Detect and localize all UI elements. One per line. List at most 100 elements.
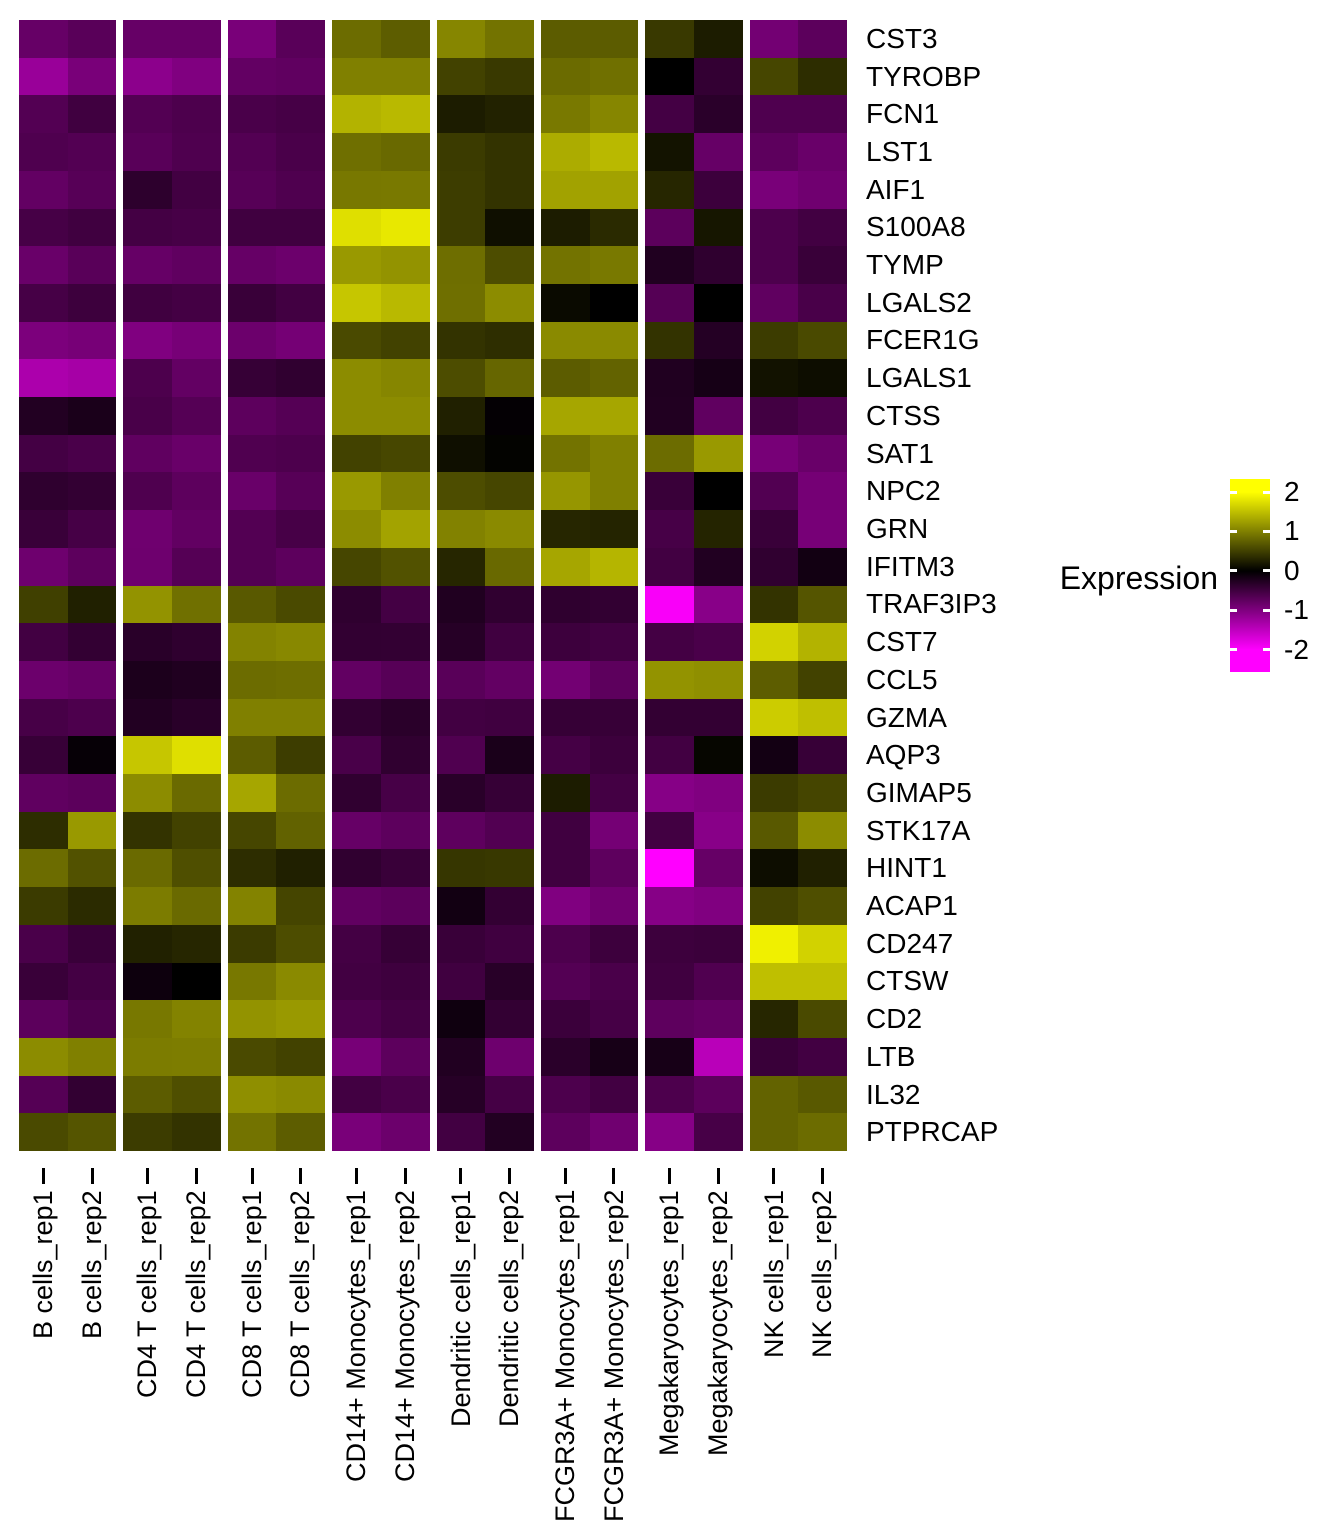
heatmap-cell xyxy=(123,246,173,284)
axis-tick-mark xyxy=(821,1168,825,1184)
heatmap-cell xyxy=(693,434,743,473)
heatmap-cell xyxy=(380,510,430,548)
heatmap-cell xyxy=(67,95,117,134)
heatmap-cell xyxy=(123,472,173,511)
heatmap-cell xyxy=(485,510,534,548)
heatmap-cell xyxy=(172,924,221,963)
heatmap-cell xyxy=(693,962,743,1001)
heatmap-cell xyxy=(332,510,381,548)
heatmap-cell xyxy=(485,1037,534,1076)
heatmap-cell xyxy=(798,57,847,96)
gene-label: CD247 xyxy=(866,927,954,959)
heatmap-cell xyxy=(436,1000,486,1038)
heatmap-cell xyxy=(645,283,694,322)
x-label-group: CD4 T cells_rep1 CD4 T cells_rep2 xyxy=(123,1190,220,1530)
heatmap-cell xyxy=(693,736,743,774)
heatmap-cell xyxy=(123,95,173,134)
axis-tick-mark xyxy=(563,1168,567,1184)
heatmap-cell xyxy=(645,208,694,247)
heatmap-cell xyxy=(332,472,381,511)
heatmap-cell xyxy=(380,57,430,96)
heatmap-cell xyxy=(123,660,173,699)
heatmap-cell xyxy=(436,1113,486,1151)
heatmap-cell xyxy=(19,698,68,737)
heatmap-cell xyxy=(172,849,221,888)
heatmap-cell xyxy=(67,434,117,473)
heatmap-cell xyxy=(693,472,743,511)
heatmap-column-group xyxy=(123,20,221,1151)
heatmap-cell xyxy=(749,924,799,963)
heatmap-cell xyxy=(436,1075,486,1114)
column-label: NK cells_rep1 xyxy=(758,1190,789,1359)
gene-label: CCL5 xyxy=(866,663,938,695)
heatmap-cell xyxy=(485,623,534,661)
x-tick-slot xyxy=(68,1168,117,1184)
heatmap-cell xyxy=(589,547,639,586)
axis-tick-mark xyxy=(194,1168,198,1184)
heatmap-cell xyxy=(332,811,381,850)
heatmap-cell xyxy=(485,321,534,360)
heatmap-cell xyxy=(67,283,117,322)
heatmap-cell xyxy=(380,698,430,737)
heatmap-cell xyxy=(589,57,639,96)
heatmap-cell xyxy=(380,208,430,247)
colorbar-tick-mark xyxy=(1230,529,1237,533)
gene-label: STK17A xyxy=(866,814,971,846)
heatmap-cell xyxy=(276,736,326,774)
heatmap-cell xyxy=(276,774,326,812)
heatmap-cell xyxy=(589,1075,639,1114)
heatmap-cell xyxy=(436,585,486,624)
heatmap-cell xyxy=(749,585,799,624)
heatmap-cell xyxy=(123,321,173,360)
heatmap-cell xyxy=(332,95,381,134)
heatmap-cell xyxy=(172,20,221,58)
gene-label: CD2 xyxy=(866,1003,923,1035)
gene-label: CTSS xyxy=(866,399,941,431)
heatmap-cell xyxy=(172,1000,221,1038)
heatmap-cell xyxy=(436,359,486,397)
heatmap-cell xyxy=(589,1000,639,1038)
heatmap-cell xyxy=(67,246,117,284)
heatmap-cell xyxy=(172,547,221,586)
x-label-group: CD8 T cells_rep1 CD8 T cells_rep2 xyxy=(228,1190,325,1530)
heatmap-cell xyxy=(798,623,847,661)
gene-label: IL32 xyxy=(866,1078,921,1110)
heatmap-cell xyxy=(172,170,221,209)
heatmap-cell xyxy=(123,736,173,774)
heatmap-cell xyxy=(276,321,326,360)
heatmap-cell xyxy=(67,1075,117,1114)
heatmap-column-group xyxy=(540,20,639,1151)
heatmap-cell xyxy=(798,397,847,435)
heatmap-cell xyxy=(798,736,847,774)
heatmap-cell xyxy=(332,1113,381,1151)
x-tick-slot xyxy=(19,1168,68,1184)
x-tick-slot xyxy=(645,1168,694,1184)
heatmap-cell xyxy=(436,811,486,850)
heatmap-cell xyxy=(67,1000,117,1038)
heatmap-cell xyxy=(798,133,847,171)
heatmap-cell xyxy=(172,1113,221,1151)
axis-tick-mark xyxy=(90,1168,94,1184)
heatmap-cell xyxy=(540,246,590,284)
heatmap-cell xyxy=(19,660,68,699)
colorbar-tick-label: 0 xyxy=(1284,554,1300,586)
heatmap-cell xyxy=(67,660,117,699)
heatmap-cell xyxy=(798,434,847,473)
gene-label: LGALS1 xyxy=(866,362,972,394)
heatmap-cell xyxy=(693,397,743,435)
heatmap-cell xyxy=(589,472,639,511)
heatmap-cell xyxy=(19,57,68,96)
heatmap-cell xyxy=(276,434,326,473)
heatmap-cell xyxy=(749,811,799,850)
heatmap-cell xyxy=(798,547,847,586)
heatmap-cell xyxy=(540,133,590,171)
gene-label: FCER1G xyxy=(866,324,980,356)
heatmap-cell xyxy=(798,510,847,548)
heatmap-cell xyxy=(589,246,639,284)
heatmap-cell xyxy=(227,57,277,96)
heatmap-cell xyxy=(123,887,173,925)
heatmap-cell xyxy=(227,133,277,171)
heatmap-cell xyxy=(380,397,430,435)
heatmap-cell xyxy=(645,585,694,624)
heatmap-cell xyxy=(123,170,173,209)
